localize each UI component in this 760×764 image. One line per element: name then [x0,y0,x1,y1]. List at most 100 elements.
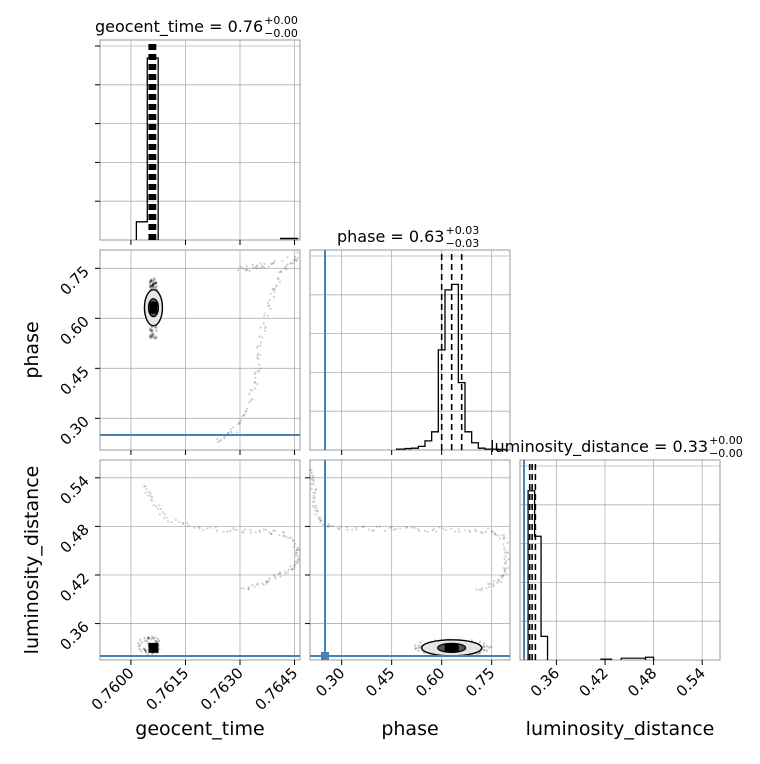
scatter-geocent-phase-sample-4-3 [259,353,262,357]
scatter-phase-distance-sample-2-5 [316,509,320,513]
scatter-geocent-phase-sample-3-2 [253,381,257,384]
scatter-phase-distance-sample-5-3 [368,528,371,531]
scatter-geocent-phase-sample-10-5 [246,269,249,272]
scatter-geocent-phase-sample-0-1 [216,438,219,441]
title-luminosity_distance: luminosity_distance = 0.33 +0.00−0.00 [490,434,743,460]
scatter-geocent-distance-cloud-sample-5 [150,635,154,638]
scatter-geocent-phase-dense-18 [155,285,158,288]
scatter-geocent-phase-sample-10-4 [244,268,247,272]
scatter-geocent-distance-sample-8-8 [291,567,294,571]
scatter-phase-distance-sample-5-2 [361,525,364,528]
scatter-phase-distance-sample-12-4 [501,577,504,580]
scatter-geocent-phase-sample-3-1 [253,381,256,384]
scatter-geocent-phase-dense-56 [154,335,158,338]
scatter-phase-distance-sample-0-8 [312,479,315,483]
scatter-geocent-phase-sample-8-2 [289,261,292,265]
scatter-geocent-phase-sample-1-1 [235,431,238,434]
scatter-phase-distance-cloud-sample-112 [485,645,489,648]
scatter-geocent-distance-sample-1-7 [161,511,164,514]
scatter-phase-distance-sample-13-4 [488,585,491,589]
scatter-geocent-distance-sample-7-5 [294,549,298,552]
scatter-geocent-distance-sample-6-2 [283,535,286,538]
scatter-geocent-phase-sample-2-6 [248,392,251,396]
scatter-phase-distance-sample-4-4 [338,528,341,531]
hist-geocent-time-histogram [135,57,159,240]
scatter-phase-distance-sample-11-4 [504,561,507,565]
scatter-geocent-phase-dense-99 [153,282,156,285]
scatter-geocent-distance-cloud-sample-23 [156,640,159,644]
scatter-geocent-phase-dense-153 [149,285,152,289]
scatter-phase-distance-sample-6-8 [417,528,420,531]
scatter-geocent-distance-sample-4-4 [242,531,245,534]
scatter-geocent-phase-sample-3-9 [258,363,261,366]
scatter-geocent-distance-sample-11-6 [247,587,250,590]
scatter-phase-distance-sample-1-6 [311,496,314,500]
scatter-geocent-distance-sample-0-2 [145,488,148,491]
scatter-geocent-distance-sample-11-7 [247,586,250,589]
scatter-phase-distance-sample-5-4 [371,529,374,532]
scatter-geocent-distance-sample-4-8 [254,531,257,534]
scatter-phase-distance-sample-6-2 [395,527,398,531]
scatter-phase-distance-cloud-sample-30 [413,644,417,647]
contour-phase-distance-core [444,643,459,652]
scatter-geocent-phase-dense-131 [151,285,154,289]
scatter-phase-distance-sample-0-3 [308,475,312,478]
scatter-geocent-phase-dense-4 [149,286,153,290]
scatter-geocent-distance-sample-5-5 [270,533,273,536]
scatter-geocent-phase-dense-61 [148,335,152,339]
scatter-phase-distance-sample-3-0 [319,516,322,519]
scatter-phase-distance-sample-2-9 [317,516,321,519]
scatter-phase-distance-sample-8-2 [464,528,467,531]
scatter-geocent-distance-sample-5-0 [258,530,262,534]
scatter-geocent-distance-sample-2-7 [186,521,189,525]
scatter-phase-distance-sample-0-7 [311,478,314,481]
scatter-geocent-distance-cloud-sample-8 [145,649,148,652]
scatter-phase-distance-sample-1-7 [313,494,316,498]
scatter-geocent-distance-sample-0-4 [147,490,150,494]
scatter-phase-distance-sample-7-7 [444,529,448,532]
scatter-phase-distance-sample-5-1 [362,525,365,529]
scatter-geocent-phase-dense-62 [150,284,154,287]
scatter-geocent-phase-sample-11-9 [272,261,275,264]
scatter-geocent-phase-dense-34 [149,334,153,338]
scatter-geocent-phase-dense-108 [149,280,152,283]
scatter-geocent-phase-dense-92 [152,281,155,285]
scatter-geocent-distance-sample-11-2 [256,583,259,586]
title-phase-main: phase = 0.63 [337,227,444,246]
scatter-phase-distance-sample-9-1 [491,530,494,533]
scatter-geocent-phase-sample-9-8 [251,263,254,267]
scatter-geocent-phase-dense-159 [152,283,155,287]
scatter-geocent-phase-dense-13 [154,325,158,329]
scatter-phase-distance-cloud-sample-38 [414,646,418,650]
scatter-geocent-phase-dense-9 [153,277,156,280]
title-geocent_time-minus: −0.00 [264,27,298,40]
scatter-phase-distance-sample-12-3 [500,574,503,578]
scatter-geocent-distance-sample-11-5 [247,588,250,591]
scatter-geocent-distance-cloud-sample-26 [147,636,151,640]
scatter-geocent-distance-sample-5-6 [272,529,275,532]
scatter-phase-distance-sample-10-4 [502,546,506,549]
scatter-phase-distance-sample-6-0 [390,526,393,529]
scatter-geocent-phase-dense-137 [151,282,155,286]
scatter-phase-distance-sample-9-0 [486,527,490,530]
scatter-geocent-phase-sample-5-6 [263,315,266,318]
scatter-geocent-phase-sample-5-9 [269,307,272,310]
scatter-phase-distance-sample-6-5 [405,526,408,529]
scatter-phase-distance-sample-1-2 [310,487,313,490]
scatter-phase-distance-sample-11-7 [506,567,509,570]
scatter-geocent-distance-cloud-sample-9 [138,638,142,641]
scatter-phase-distance-sample-7-8 [450,527,453,531]
scatter-geocent-distance-sample-8-6 [292,564,295,567]
scatter-geocent-phase-sample-1-6 [238,421,241,424]
scatter-phase-distance-sample-5-0 [355,528,358,531]
scatter-geocent-distance-sample-9-8 [278,572,282,575]
scatter-geocent-phase-sample-5-2 [259,326,262,329]
scatter-geocent-phase-sample-11-1 [256,264,259,267]
scatter-geocent-phase-dense-117 [151,283,155,287]
scatter-phase-distance-sample-12-0 [502,575,505,578]
scatter-geocent-phase-sample-8-4 [290,262,293,265]
scatter-geocent-phase-sample-2-3 [248,400,251,404]
scatter-phase-distance-sample-11-0 [507,558,510,561]
scatter-geocent-distance-sample-6-9 [293,545,296,548]
scatter-phase-distance-sample-1-0 [310,482,313,485]
